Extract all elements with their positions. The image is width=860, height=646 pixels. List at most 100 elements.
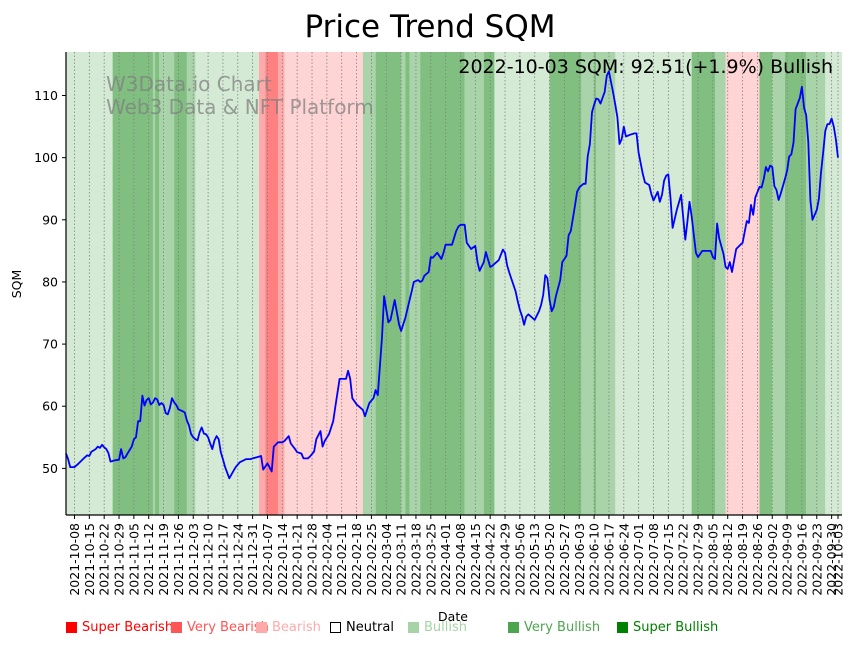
y-tick-label: 50 bbox=[42, 461, 58, 476]
x-tick-label: 2022-06-10 bbox=[587, 523, 602, 596]
band-bullish bbox=[714, 52, 726, 515]
watermark-line-2: Web3 Data & NFT Platform bbox=[106, 95, 374, 119]
legend-item-super-bullish: Super Bullish bbox=[617, 620, 718, 635]
band-bullish-light bbox=[494, 52, 550, 515]
band-bullish bbox=[165, 52, 175, 515]
x-tick-label: 2022-04-22 bbox=[483, 523, 498, 596]
sentiment-bands bbox=[66, 52, 842, 515]
legend-swatch bbox=[617, 622, 628, 633]
band-very bullish bbox=[483, 52, 495, 515]
x-tick-label: 2022-07-15 bbox=[661, 523, 676, 596]
x-tick-label: 2022-02-18 bbox=[349, 523, 364, 596]
x-tick-label: 2021-10-22 bbox=[97, 523, 112, 596]
sentiment-legend: Super Bearish Very Bearish Bearish Neutral B… bbox=[66, 620, 856, 638]
x-tick-label: 2022-01-14 bbox=[275, 523, 290, 596]
band-very bullish bbox=[784, 52, 807, 515]
x-tick-label: 2022-04-15 bbox=[468, 523, 483, 596]
band-very bullish bbox=[691, 52, 715, 515]
x-tick-label: 2022-05-20 bbox=[542, 523, 557, 596]
x-tick-label: 2022-09-16 bbox=[794, 523, 809, 596]
x-tick-label: 2022-05-27 bbox=[557, 523, 572, 596]
x-tick-label: 2022-02-11 bbox=[334, 523, 349, 596]
band-bullish bbox=[772, 52, 785, 515]
legend-swatch bbox=[508, 622, 519, 633]
x-tick-label: 2022-04-08 bbox=[453, 523, 468, 596]
band-bullish bbox=[806, 52, 826, 515]
x-tick-label: 2021-11-12 bbox=[141, 523, 156, 596]
band-bullish bbox=[362, 52, 376, 515]
x-tick-label: 2022-10-03 bbox=[831, 523, 846, 596]
chart-title: Price Trend SQM bbox=[305, 9, 556, 45]
y-tick-label: 100 bbox=[34, 150, 58, 165]
y-tick-label: 70 bbox=[42, 337, 58, 352]
legend-item-very-bearish: Very Bearish bbox=[171, 620, 269, 635]
legend-item-super-bearish: Super Bearish bbox=[66, 620, 173, 635]
x-tick-label: 2022-03-18 bbox=[408, 523, 423, 596]
x-tick-label: 2021-12-24 bbox=[230, 523, 245, 596]
band-bullish-light bbox=[825, 52, 842, 515]
band-very bullish bbox=[549, 52, 582, 515]
x-tick-label: 2022-08-12 bbox=[720, 523, 735, 596]
watermark: W3Data.io Chart Web3 Data & NFT Platform bbox=[106, 72, 374, 119]
x-tick-label: 2022-08-05 bbox=[705, 523, 720, 596]
x-tick-label: 2021-11-05 bbox=[126, 523, 141, 596]
x-tick-label: 2022-03-04 bbox=[379, 523, 394, 596]
band-very bullish bbox=[155, 52, 160, 515]
watermark-line-1: W3Data.io Chart bbox=[106, 72, 272, 96]
legend-item-bullish: Bullish bbox=[408, 620, 467, 635]
x-axis-label: Date bbox=[438, 609, 468, 624]
x-tick-label: 2022-07-08 bbox=[646, 523, 661, 596]
x-tick-label: 2022-03-25 bbox=[423, 523, 438, 596]
y-axis-label: SQM bbox=[9, 270, 24, 299]
legend-swatch bbox=[66, 622, 77, 633]
band-very bullish bbox=[375, 52, 402, 515]
band-bullish bbox=[581, 52, 595, 515]
legend-label: Very Bullish bbox=[524, 620, 601, 635]
x-tick-label: 2022-07-01 bbox=[631, 523, 646, 596]
band-very bearish bbox=[265, 52, 279, 515]
band-very bullish bbox=[174, 52, 187, 515]
x-tick-label: 2022-09-30 bbox=[824, 523, 839, 596]
band-very bullish bbox=[405, 52, 410, 515]
legend-swatch bbox=[171, 622, 182, 633]
x-tick-label: 2022-05-13 bbox=[527, 523, 542, 596]
legend-swatch bbox=[256, 622, 267, 633]
x-tick-label: 2022-05-06 bbox=[512, 523, 527, 596]
x-tick-label: 2021-12-17 bbox=[215, 523, 230, 596]
x-tick-label: 2022-01-28 bbox=[305, 523, 320, 596]
band-very bullish bbox=[594, 52, 597, 515]
band-bullish bbox=[596, 52, 616, 515]
legend-item-neutral: Neutral bbox=[330, 620, 394, 635]
x-tick-label: 2022-07-29 bbox=[691, 523, 706, 596]
x-tick-label: 2022-04-29 bbox=[498, 523, 513, 596]
legend-item-very-bullish: Very Bullish bbox=[508, 620, 600, 635]
legend-swatch bbox=[330, 622, 341, 633]
x-tick-label: 2022-04-01 bbox=[438, 523, 453, 596]
x-tick-label: 2022-01-21 bbox=[290, 523, 305, 596]
legend-item-bearish: Bearish bbox=[256, 620, 321, 635]
band-very bullish bbox=[420, 52, 465, 515]
band-very bullish bbox=[759, 52, 773, 515]
x-tick-label: 2021-12-03 bbox=[186, 523, 201, 596]
x-tick-label: 2022-09-09 bbox=[780, 523, 795, 596]
band-bullish bbox=[401, 52, 406, 515]
legend-label: Bearish bbox=[272, 620, 321, 635]
y-tick-label: 80 bbox=[42, 274, 58, 289]
x-tick-label: 2022-02-04 bbox=[319, 523, 334, 596]
band-bullish bbox=[186, 52, 196, 515]
x-tick-label: 2021-11-19 bbox=[156, 523, 171, 596]
legend-label: Neutral bbox=[346, 620, 394, 635]
legend-label: Bullish bbox=[424, 620, 468, 635]
legend-label: Very Bearish bbox=[187, 620, 269, 635]
x-tick-label: 2021-10-08 bbox=[67, 523, 82, 596]
band-bullish bbox=[152, 52, 156, 515]
band-bullish bbox=[464, 52, 484, 515]
x-tick-label: 2021-10-15 bbox=[82, 523, 97, 596]
band-bullish bbox=[159, 52, 166, 515]
latest-price-annotation: 2022-10-03 SQM: 92.51(+1.9%) Bullish bbox=[458, 56, 833, 78]
x-tick-label: 2021-12-10 bbox=[201, 523, 216, 596]
y-tick-label: 110 bbox=[34, 88, 58, 103]
band-bearish bbox=[259, 52, 266, 515]
